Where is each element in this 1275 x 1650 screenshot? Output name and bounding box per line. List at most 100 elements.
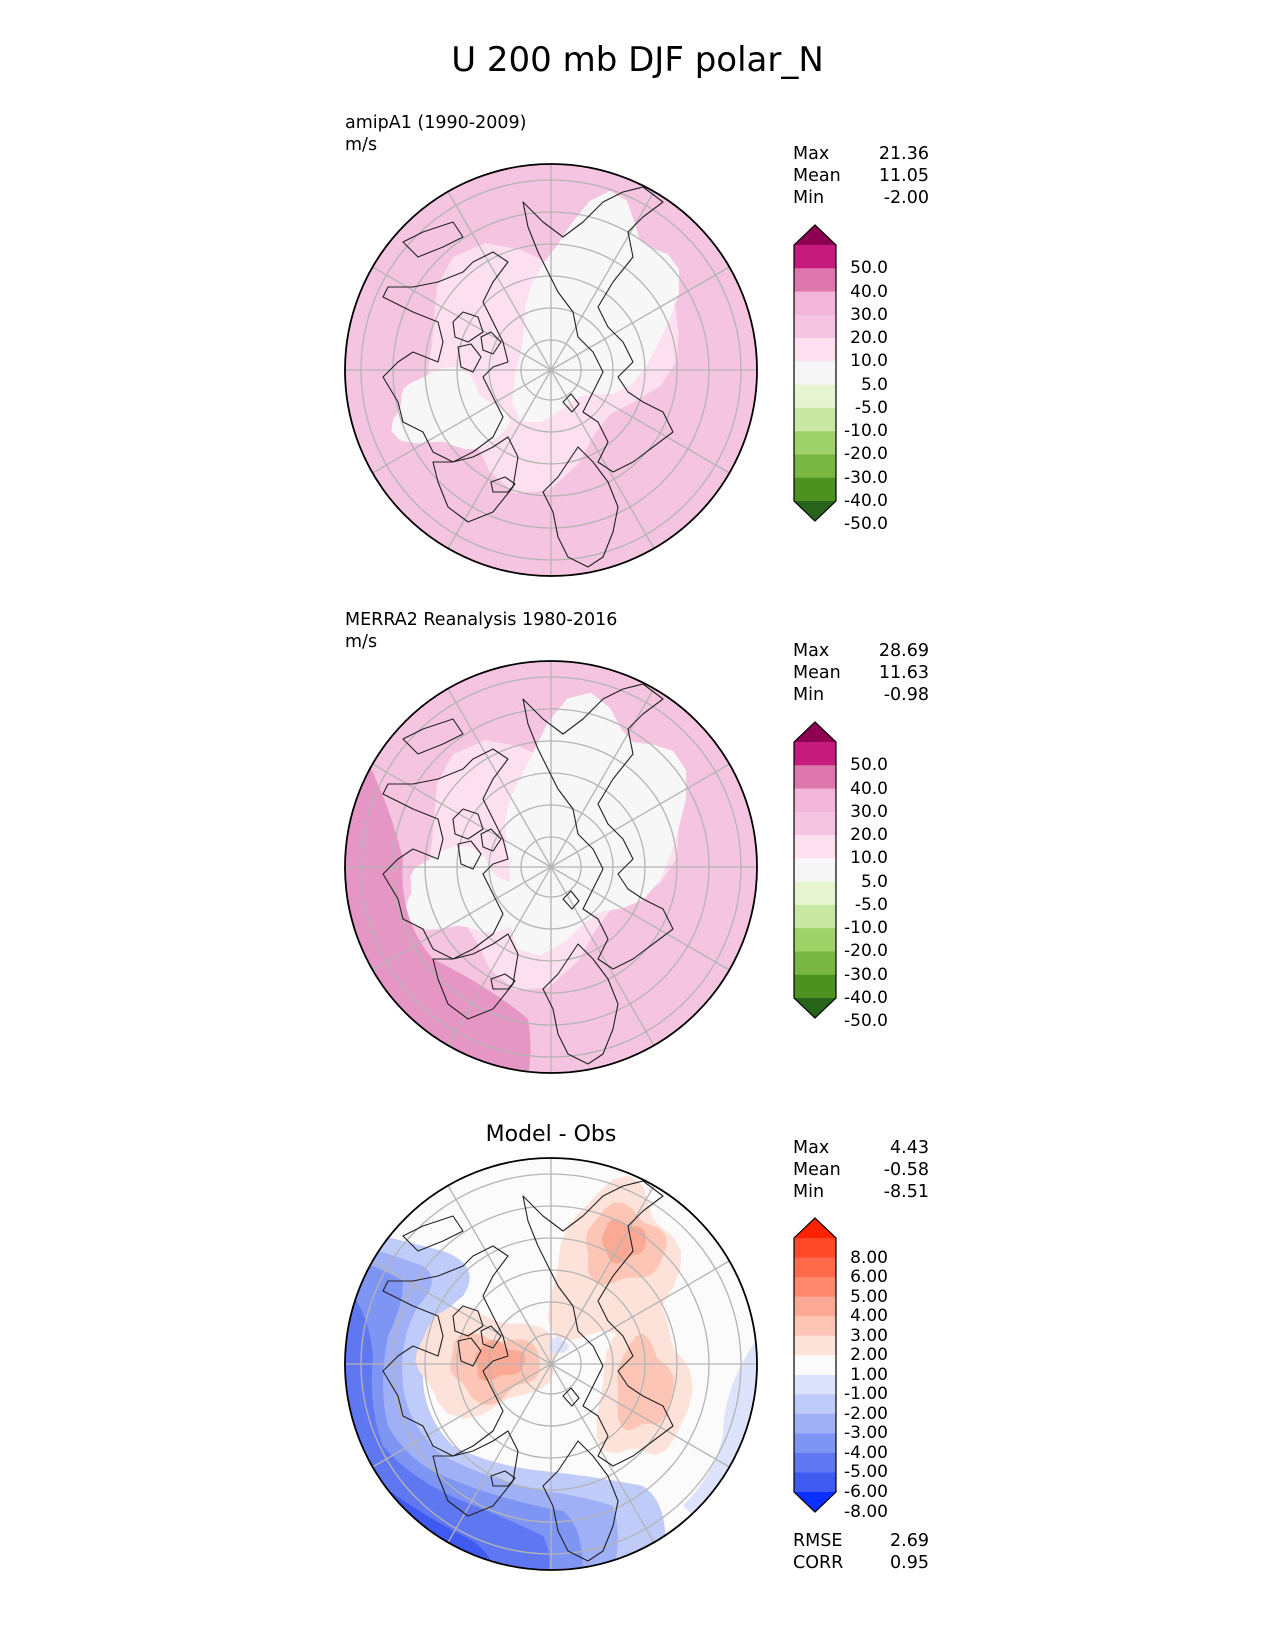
colorbar-tick-label: 10.0 — [850, 351, 888, 372]
colorbar-extend-bottom — [794, 1492, 836, 1512]
colorbar-bin — [794, 928, 836, 952]
panel-3-stat-corr: CORR 0.95 — [793, 1553, 929, 1573]
panel-2-dataset-label: MERRA2 Reanalysis 1980-2016 — [345, 610, 618, 630]
meridian-line — [445, 369, 552, 553]
coastlines — [382, 683, 674, 1065]
coastline — [562, 393, 580, 413]
colorbar-bin — [794, 361, 836, 386]
coastline — [490, 1470, 516, 1487]
meridian-line — [550, 1363, 734, 1470]
colorbar-bin — [794, 1433, 836, 1454]
coastline — [542, 446, 619, 568]
coastline — [542, 943, 619, 1065]
colorbar-bin — [794, 291, 836, 316]
colorbar-bin — [794, 1413, 836, 1434]
panel-1-units-label: m/s — [345, 135, 378, 155]
coastline — [402, 221, 464, 258]
coastline — [382, 748, 509, 960]
colorbar-tick-label: 10.0 — [850, 848, 888, 869]
colorbar-bin — [794, 1277, 836, 1298]
field-band-pos-strong — [474, 1339, 526, 1381]
panel-1-polar-map — [344, 163, 758, 577]
colorbar-tick-label: 40.0 — [850, 778, 888, 799]
coastline — [480, 828, 502, 852]
colorbar-bin — [794, 765, 836, 790]
colorbar-extend-top — [794, 225, 836, 245]
colorbar-bin — [794, 1452, 836, 1473]
coastline — [542, 1440, 619, 1562]
colorbar-tick-label: 40.0 — [850, 281, 888, 302]
colorbar-bin — [794, 1296, 836, 1317]
colorbar-bin — [794, 1394, 836, 1415]
coastline — [432, 1430, 519, 1517]
colorbar-bin — [794, 1316, 836, 1337]
colorbar-tick-label: -4.00 — [844, 1442, 888, 1463]
coastline — [562, 1387, 580, 1407]
panel-1-stat-max: Max 21.36 — [793, 144, 929, 164]
colorbar-tick-label: -30.0 — [844, 964, 888, 985]
meridian-line — [550, 684, 657, 868]
coastline — [432, 436, 519, 523]
panel-3-colorbar — [793, 1217, 837, 1513]
coastline — [490, 476, 516, 493]
panel-1-label: amipA1 (1990-2009) m/s — [345, 112, 526, 156]
colorbar-tick-label: -40.0 — [844, 988, 888, 1008]
meridian-line — [550, 264, 734, 371]
panel-2-colorbar — [793, 721, 837, 1019]
colorbar-tick-label: -8.00 — [844, 1501, 888, 1522]
colorbar-tick-label: 5.0 — [860, 374, 888, 395]
colorbar-bin — [794, 951, 836, 976]
colorbar-tick-label: 50.0 — [850, 258, 888, 279]
colorbar-outline — [793, 1217, 837, 1513]
coastline — [480, 1325, 502, 1349]
coastline — [452, 311, 484, 343]
colorbar-bin — [794, 974, 836, 999]
panel-3-stat-rmse: RMSE 2.69 — [793, 1531, 929, 1551]
meridian-line — [550, 866, 734, 973]
panel-1-stats: Max 21.36 Mean 11.05 Min -2.00 — [793, 143, 929, 209]
panel-3-extra-stats: RMSE 2.69 CORR 0.95 — [793, 1530, 929, 1574]
colorbar-extend-top — [794, 722, 836, 742]
coastline — [452, 1305, 484, 1337]
coastline — [457, 840, 482, 870]
figure-title: U 200 mb DJF polar_N — [451, 40, 824, 80]
colorbar-tick-label: 3.00 — [850, 1325, 888, 1346]
graticule — [345, 1158, 757, 1570]
colorbar-bin — [794, 477, 836, 502]
panel-1-colorbar-labels: 50.0 40.0 30.0 20.0 10.0 5.0 -5.0 -10.0 -20.0 -30… — [836, 224, 888, 534]
meridian-line — [445, 866, 552, 1050]
coastlines — [382, 186, 674, 568]
panel-2-stat-min: Min -0.98 — [793, 685, 929, 705]
colorbar-extend-bottom — [794, 501, 836, 521]
colorbar-tick-label: -5.0 — [854, 397, 888, 418]
coastline — [432, 933, 519, 1020]
colorbar-tick-label: -10.0 — [844, 918, 888, 939]
coastline — [452, 808, 484, 840]
coastline — [457, 343, 482, 373]
map-boundary — [344, 1157, 758, 1571]
panel-2-label: MERRA2 Reanalysis 1980-2016 m/s — [345, 609, 617, 653]
colorbar-tick-label: 1.00 — [850, 1364, 888, 1385]
meridian-line — [445, 1363, 552, 1547]
coastline — [522, 186, 674, 473]
meridian-line — [550, 1363, 657, 1547]
colorbar-tick-label: -1.00 — [844, 1384, 888, 1405]
colorbar-tick-label: 4.00 — [850, 1306, 888, 1327]
meridian-line — [445, 187, 552, 371]
colorbar-bin — [794, 338, 836, 362]
panel-2-polar-map — [344, 660, 758, 1074]
panel-1-stat-mean: Mean 11.05 — [793, 166, 929, 186]
coastline — [402, 1215, 464, 1252]
colorbar-tick-label: -50.0 — [844, 1011, 888, 1032]
panel-1-colorbar — [793, 224, 837, 522]
colorbar-tick-label: -20.0 — [844, 941, 888, 962]
colorbar-bin — [794, 454, 836, 479]
panel-3-stat-max: Max 4.43 — [793, 1138, 929, 1158]
colorbar-tick-label: 6.00 — [850, 1267, 888, 1288]
colorbar-tick-label: 5.0 — [860, 871, 888, 892]
colorbar-tick-label: -3.00 — [844, 1423, 888, 1444]
coastline — [402, 718, 464, 755]
panel-3-stat-mean: Mean -0.58 — [793, 1160, 929, 1180]
panel-3-title: Model - Obs — [485, 1122, 617, 1147]
coastline — [480, 331, 502, 355]
